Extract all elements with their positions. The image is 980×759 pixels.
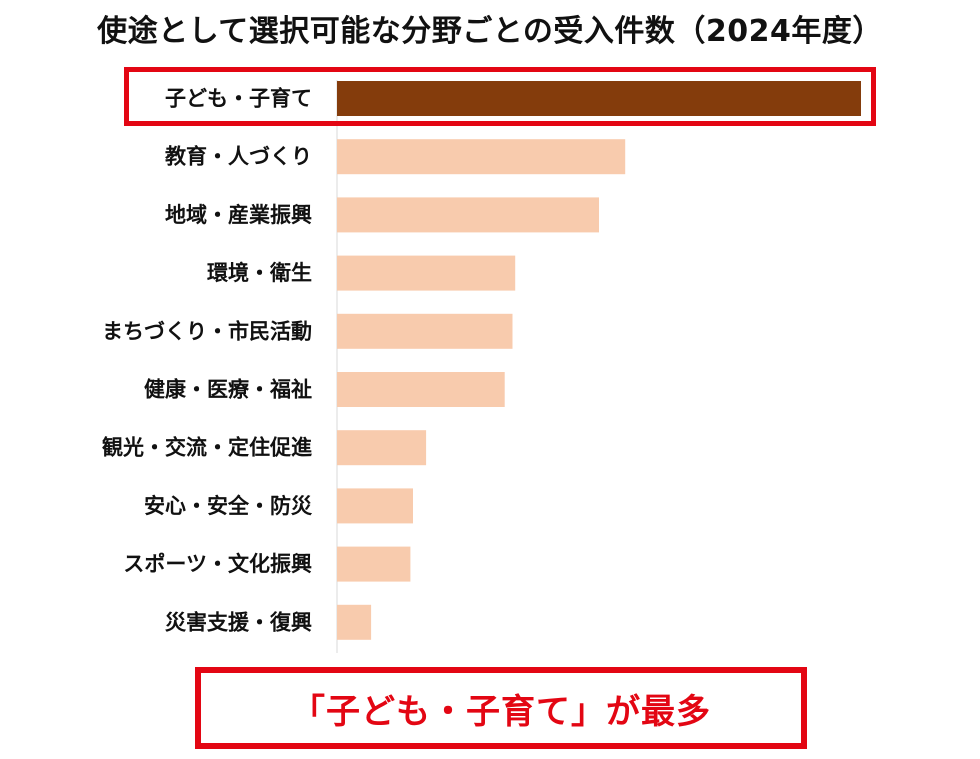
bar-3 — [337, 197, 599, 233]
category-label: 教育・人づくり — [165, 145, 312, 169]
chart-title: 使途として選択可能な分野ごとの受入件数（2024年度） — [97, 14, 883, 49]
bar-5 — [337, 313, 513, 349]
bar-2 — [337, 139, 626, 175]
bar-9 — [337, 546, 411, 582]
bar-7 — [337, 430, 427, 466]
category-label: スポーツ・文化振興 — [123, 552, 312, 576]
highlight-box — [124, 67, 876, 126]
category-label: 災害支援・復興 — [165, 610, 312, 634]
category-label: 子ども・子育て — [165, 87, 312, 111]
conclusion-text: 「子ども・子育て」が最多 — [291, 691, 711, 732]
bar-1 — [337, 81, 861, 116]
bar-4 — [337, 255, 516, 291]
conclusion-callout: 「子ども・子育て」が最多 — [195, 667, 807, 749]
category-label: 地域・産業振興 — [165, 203, 312, 227]
category-label: 環境・衛生 — [207, 261, 312, 285]
category-label: 観光・交流・定住促進 — [102, 436, 312, 460]
category-label: 健康・医療・福祉 — [144, 378, 312, 402]
bar-6 — [337, 372, 505, 407]
bar-10 — [337, 604, 372, 640]
bar-8 — [337, 488, 413, 524]
category-label: 安心・安全・防災 — [144, 494, 313, 518]
category-label: まちづくり・市民活動 — [102, 319, 312, 343]
